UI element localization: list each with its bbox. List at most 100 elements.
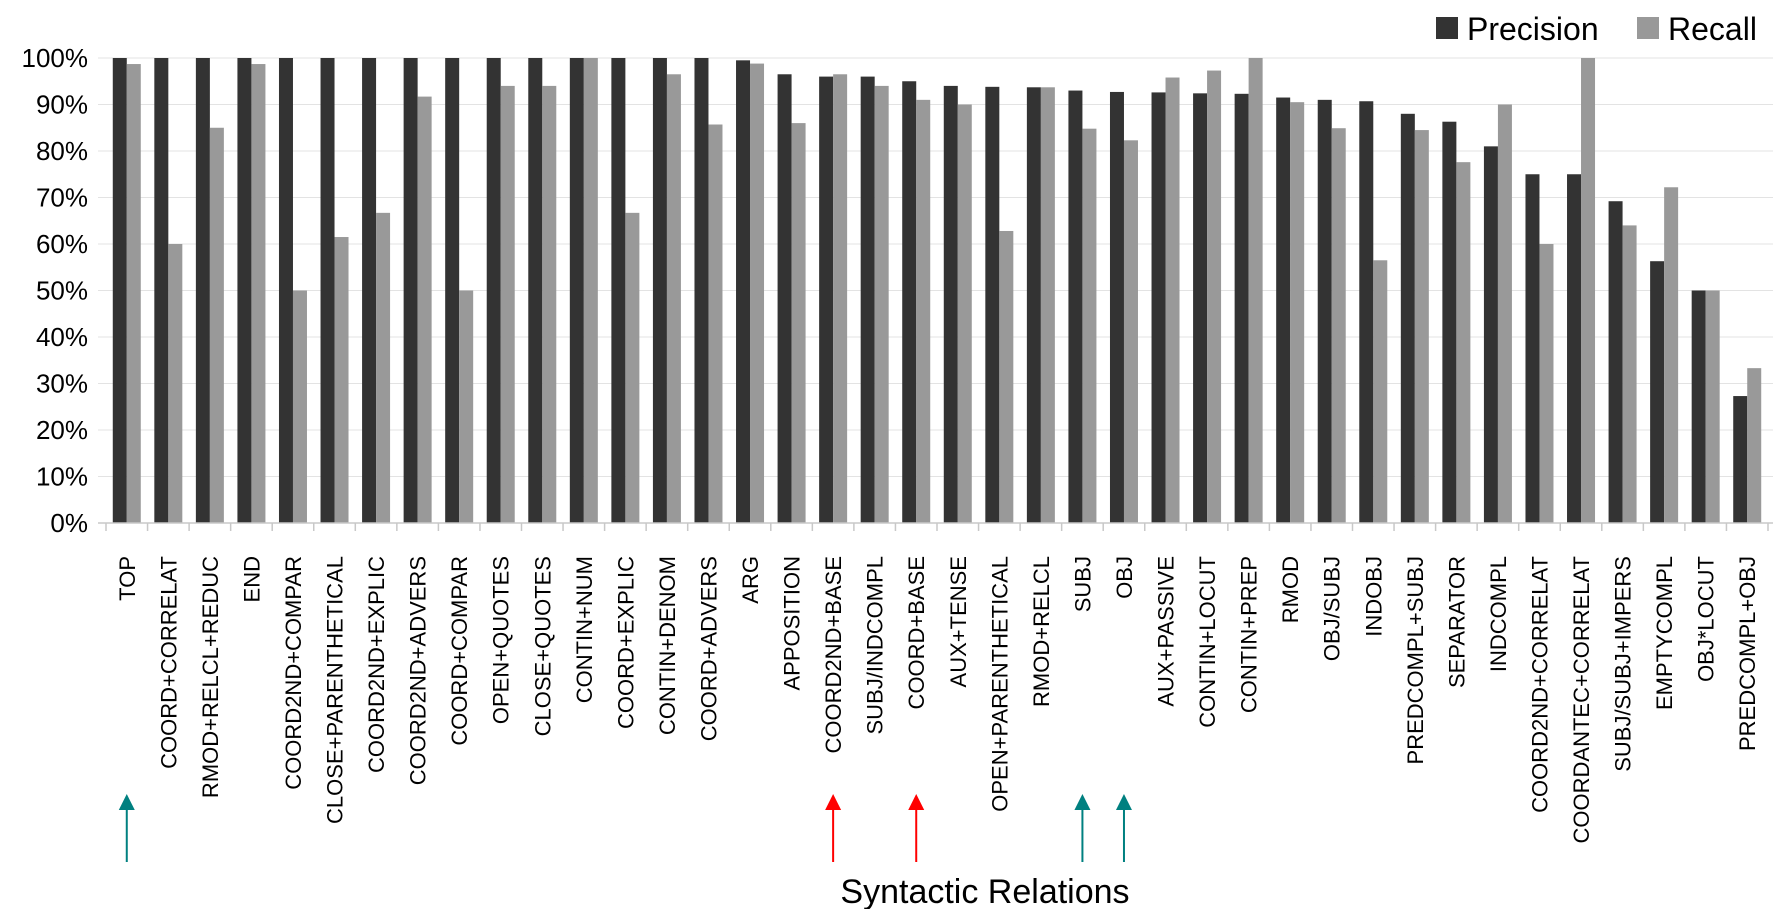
bar-precision-subj-indcompl [860,76,875,523]
bar-precision-subj-subj-impers [1608,201,1623,523]
arrow-head-coord-base [908,794,925,810]
bar-recall-contin-locut [1207,70,1222,524]
x-axis [98,522,1773,531]
category-label-open-quotes: OPEN+QUOTES [489,556,514,724]
bar-recall-separator [1456,162,1471,523]
category-label-coord2nd-correlat: COORD2ND+CORRELAT [1527,556,1552,813]
bar-precision-subj [1068,90,1083,524]
bar-recall-obj-locut [1705,290,1720,523]
bar-recall-open-parenthetical [999,230,1014,524]
bar-recall-coordantec-correlat [1581,58,1596,523]
bar-precision-open-quotes [486,58,501,523]
bar-precision-obj-locut [1691,290,1706,523]
bar-recall-open-quotes [500,85,515,524]
bar-recall-rmod-relcl-reduc [209,127,224,523]
bar-precision-close-quotes [528,58,543,523]
bar-precision-rmod-relcl-reduc [195,58,210,523]
legend-label-precision: Precision [1467,11,1599,47]
bar-precision-indcompl [1483,146,1498,523]
bar-precision-coord-correlat [154,58,169,523]
bar-precision-arg [736,60,751,523]
category-label-contin-denom: CONTIN+DENOM [655,556,680,735]
bar-precision-contin-locut [1193,93,1208,523]
arrow-head-coord2nd-base [825,794,842,810]
category-label-coord-correlat: COORD+CORRELAT [156,556,181,769]
category-label-obj: OBJ [1112,556,1137,599]
bar-precision-indobj [1359,101,1374,524]
bar-recall-coord2nd-compar [292,290,307,523]
bar-precision-contin-denom [652,58,667,523]
legend-swatch-precision [1436,17,1458,39]
category-label-coord2nd-base: COORD2ND+BASE [821,556,846,753]
category-label-subj-subj-impers: SUBJ/SUBJ+IMPERS [1611,556,1636,772]
bar-recall-coord-compar [459,290,474,523]
bar-precision-obj-subj [1317,99,1332,523]
bar-recall-coord-advers [708,124,723,524]
bar-recall-contin-num [583,58,598,523]
bar-precision-coord2nd-explic [362,58,377,523]
bar-recall-close-parenthetical [334,237,349,523]
bar-recall-arg [750,63,765,524]
category-label-obj-locut: OBJ*LOCUT [1694,556,1719,682]
y-tick-label: 100% [22,43,89,73]
y-tick-label: 30% [36,369,88,399]
bar-precision-coord-base [902,81,917,523]
bar-recall-rmod-relcl [1040,87,1055,524]
category-label-aux-passive: AUX+PASSIVE [1154,556,1179,707]
category-label-top: TOP [115,556,140,601]
bar-precision-separator [1442,121,1457,523]
y-tick-label: 70% [36,183,88,213]
y-tick-label: 20% [36,415,88,445]
category-label-rmod-relcl: RMOD+RELCL [1029,556,1054,707]
bar-precision-coord-explic [611,58,626,523]
bar-recall-predcompl-subj [1414,130,1429,523]
bar-precision-emptycompl [1650,261,1665,523]
y-tick-label: 50% [36,276,88,306]
category-label-subj: SUBJ [1070,556,1095,612]
category-label-coord-base: COORD+BASE [904,556,929,709]
bar-recall-coord-correlat [168,244,183,523]
bar-precision-coord2nd-compar [278,58,293,523]
bar-precision-contin-prep [1234,93,1249,524]
category-label-subj-indcompl: SUBJ/INDCOMPL [863,556,888,734]
category-label-coord-explic: COORD+EXPLIC [613,556,638,729]
arrow-head-top [118,794,135,810]
legend-swatch-recall [1637,17,1659,39]
y-axis: 0% 10% 20% 30% 40% 50% 60% 70% 80% 90% 100% [22,43,89,538]
bar-recall-top [126,64,141,524]
category-label-coord2nd-explic: COORD2ND+EXPLIC [364,556,389,773]
bar-precision-coord-advers [694,58,709,523]
category-label-open-parenthetical: OPEN+PARENTHETICAL [987,556,1012,812]
bar-recall-predcompl-obj [1747,368,1762,523]
bar-precision-top [112,58,127,523]
bar-recall-coord2nd-correlat [1539,244,1554,523]
bar-recall-apposition [791,123,806,523]
bar-precision-coordantec-correlat [1567,174,1582,523]
bar-precision-coord2nd-correlat [1525,174,1540,523]
bar-precision-coord-compar [445,58,460,523]
arrow-head-obj [1115,794,1132,810]
bar-recall-subj-indcompl [874,85,889,524]
bar-precision-aux-tense [943,85,958,524]
bar-precision-rmod-relcl [1026,87,1041,524]
bar-recall-obj-subj [1331,128,1346,523]
bar-recall-coord2nd-explic [376,212,391,523]
category-label-rmod-relcl-reduc: RMOD+RELCL+REDUC [198,556,223,798]
bar-recall-rmod [1290,102,1305,524]
category-label-obj-subj: OBJ/SUBJ [1320,556,1345,661]
category-labels: TOP COORD+CORRELAT RMOD+RELCL+REDUC END COOR… [115,556,1760,844]
category-label-contin-locut: CONTIN+LOCUT [1195,556,1220,728]
bar-precision-obj [1109,91,1124,523]
category-label-predcompl-subj: PREDCOMPL+SUBJ [1403,556,1428,764]
category-label-coord2nd-advers: COORD2ND+ADVERS [406,556,431,785]
category-label-coordantec-correlat: COORDANTEC+CORRELAT [1569,556,1594,843]
category-label-indobj: INDOBJ [1361,556,1386,637]
category-label-emptycompl: EMPTYCOMPL [1652,556,1677,710]
category-label-close-parenthetical: CLOSE+PARENTHETICAL [323,556,348,824]
y-tick-label: 10% [36,462,88,492]
bar-recall-emptycompl [1664,187,1679,523]
bar-recall-coord2nd-base [833,74,848,524]
bar-recall-end [251,64,266,524]
bar-precision-contin-num [569,58,584,523]
